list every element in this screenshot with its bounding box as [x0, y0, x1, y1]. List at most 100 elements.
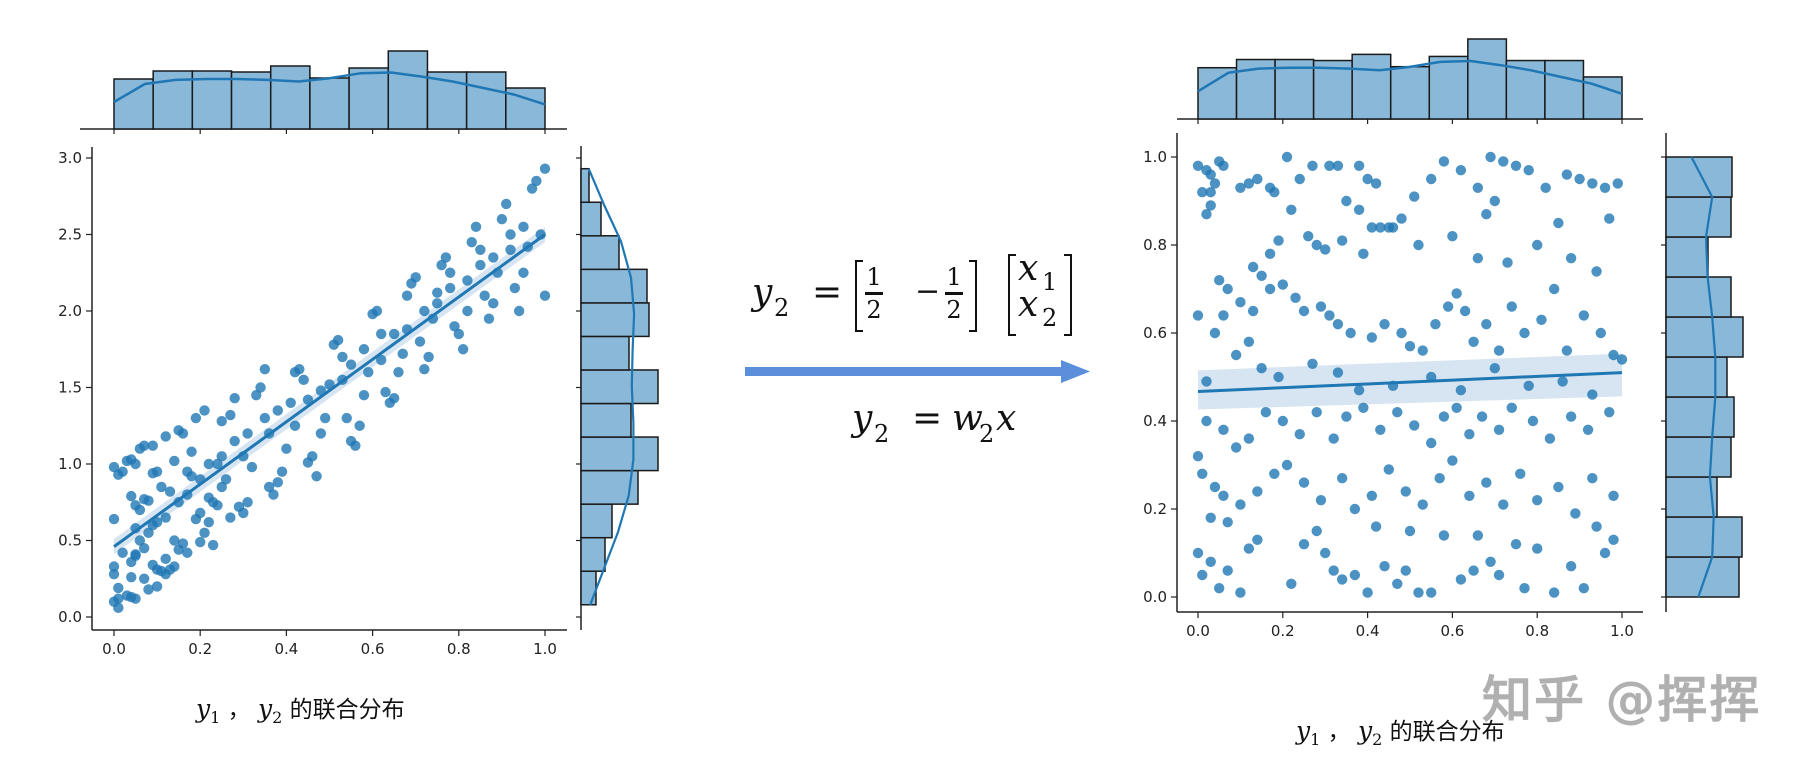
- scatter-point: [1587, 473, 1598, 484]
- scatter-point: [160, 553, 171, 565]
- right-caption-separator: ，: [1327, 719, 1351, 745]
- top-hist-bar: [309, 77, 350, 130]
- right-hist-bar: [580, 335, 630, 371]
- scatter-point: [268, 489, 279, 500]
- right-hist-bar: [1665, 476, 1718, 518]
- scatter-point: [1532, 495, 1543, 506]
- scatter-point: [1298, 477, 1310, 488]
- scatter-point: [1553, 481, 1564, 493]
- right-hist-bar: [580, 369, 659, 405]
- scatter-point: [1383, 464, 1395, 475]
- y-tick-label: 0.5: [58, 532, 82, 550]
- entry1-denominator: 2: [866, 296, 882, 324]
- scatter-point: [1426, 437, 1437, 449]
- scatter-point: [1260, 407, 1272, 418]
- scatter-point: [1362, 587, 1373, 598]
- left-caption-y1: y1: [196, 694, 221, 727]
- scatter-point: [1404, 341, 1416, 352]
- scatter-point: [117, 547, 128, 558]
- scatter-point: [143, 584, 154, 595]
- regression-line: [113, 233, 546, 548]
- scatter-point: [216, 451, 227, 462]
- scatter-point: [1205, 512, 1216, 523]
- scatter-point: [1481, 477, 1492, 488]
- scatter-point: [1230, 349, 1242, 361]
- scatter-point: [1472, 182, 1484, 193]
- right-hist-bar: [580, 302, 650, 338]
- scatter-point: [1536, 314, 1547, 325]
- scatter-point: [1400, 486, 1411, 497]
- right-hist-bar: [1665, 316, 1744, 358]
- scatter-point: [1587, 178, 1598, 189]
- scatter-point: [1396, 213, 1407, 224]
- scatter-point: [251, 389, 262, 401]
- scatter-point: [371, 305, 383, 317]
- scatter-point: [1235, 297, 1246, 308]
- scatter-point: [302, 394, 314, 405]
- right-caption-y2: y2: [1357, 716, 1383, 749]
- entry1-numerator: 1: [865, 262, 883, 295]
- scatter-point: [1447, 231, 1458, 242]
- scatter-point: [1498, 499, 1509, 510]
- scatter-point: [160, 512, 171, 523]
- y-tick-label: 0.6: [1143, 324, 1167, 342]
- scatter-point: [479, 290, 490, 301]
- scatter-point: [1332, 367, 1344, 378]
- y-tick-label: 2.5: [58, 226, 82, 244]
- scatter-point: [1591, 266, 1602, 277]
- left-right-marginal-histogram: [576, 146, 659, 630]
- scatter-point: [1565, 561, 1577, 572]
- scatter-point: [1353, 385, 1365, 396]
- scatter-point: [186, 471, 197, 482]
- scatter-point: [272, 477, 283, 488]
- scatter-point: [380, 386, 391, 398]
- scatter-point: [1277, 415, 1289, 427]
- formula2-lhs-sub: 2: [874, 420, 890, 448]
- scatter-point: [1608, 490, 1619, 501]
- right-hist-bar: [580, 570, 597, 606]
- scatter-point: [311, 471, 322, 482]
- scatter-point: [225, 409, 236, 421]
- scatter-point: [1358, 248, 1369, 259]
- scatter-point: [1455, 165, 1467, 176]
- scatter-point: [501, 198, 512, 210]
- scatter-point: [1404, 525, 1416, 537]
- right-hist-bar: [580, 167, 590, 204]
- scatter-point: [1294, 429, 1305, 440]
- scatter-point: [1438, 156, 1450, 167]
- y-tick-label: 3.0: [58, 149, 82, 167]
- scatter-point: [513, 305, 525, 317]
- scatter-point: [242, 497, 253, 508]
- scatter-point: [1426, 587, 1437, 598]
- scatter-point: [1209, 481, 1221, 493]
- left-jointplot: 0.0 0.2 0.4 0.6 0.8 1.0 0.0 0.5 1.0 1.5 2.0 2.5 3.0: [58, 50, 659, 658]
- scatter-point: [1451, 288, 1462, 299]
- right-kde-curve: [587, 168, 636, 606]
- scatter-point: [1366, 222, 1378, 233]
- scatter-point: [332, 334, 344, 346]
- x-tick-label: 0.8: [447, 640, 471, 658]
- scatter-point: [182, 547, 193, 558]
- scatter-point: [169, 535, 180, 546]
- scatter-point: [1256, 363, 1267, 374]
- scatter-point: [1192, 310, 1204, 321]
- scatter-point: [1256, 270, 1267, 281]
- scatter-point: [1540, 182, 1551, 193]
- top-kde-curve: [1197, 59, 1623, 95]
- scatter-point: [151, 516, 163, 528]
- scatter-point: [1209, 178, 1221, 189]
- col-entry-2-sub: 2: [1042, 304, 1058, 332]
- x-tick-label: 0.8: [1525, 622, 1549, 640]
- scatter-point: [1565, 411, 1577, 422]
- scatter-point: [1320, 244, 1331, 255]
- top-hist-bar: [1351, 53, 1392, 120]
- scatter-point: [113, 582, 124, 594]
- scatter-point: [526, 183, 538, 194]
- scatter-point: [1548, 283, 1560, 295]
- scatter-point: [363, 367, 374, 378]
- scatter-point: [1286, 578, 1297, 589]
- scatter-point: [108, 568, 120, 580]
- scatter-point: [1472, 253, 1484, 264]
- scatter-point: [1417, 345, 1428, 356]
- scatter-point: [113, 602, 124, 614]
